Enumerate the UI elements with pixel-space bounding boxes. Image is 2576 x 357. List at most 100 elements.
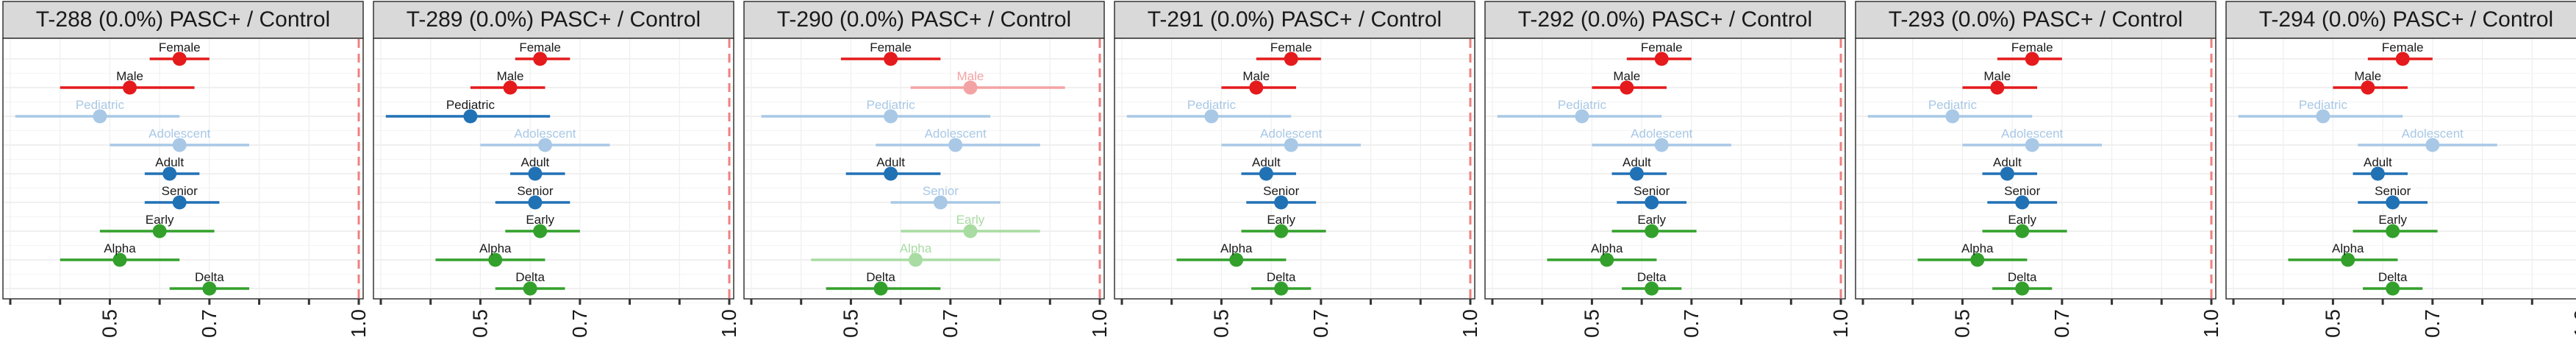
row-label: Senior xyxy=(517,184,553,198)
x-tick-label: 1.0 xyxy=(1088,309,1111,338)
estimate-point xyxy=(2395,52,2410,66)
row-label: Adolescent xyxy=(2402,127,2464,141)
row-label: Delta xyxy=(2008,270,2037,284)
row-label: Senior xyxy=(923,184,959,198)
row-label: Senior xyxy=(1634,184,1670,198)
row-label: Adult xyxy=(521,155,550,169)
row-label: Senior xyxy=(1263,184,1299,198)
x-tick-label: 0.5 xyxy=(98,309,121,338)
x-tick-label: 0.5 xyxy=(1580,309,1603,338)
row-label: Adult xyxy=(876,155,905,169)
panel-title: T-293 (0.0%) PASC+ / Control xyxy=(1889,7,2183,32)
row-label: Male xyxy=(1242,69,1270,83)
estimate-point xyxy=(884,166,898,181)
x-tick-label: 0.7 xyxy=(2050,309,2073,338)
estimate-point xyxy=(2316,109,2330,124)
estimate-point xyxy=(533,52,548,66)
row-label: Pediatric xyxy=(76,98,125,112)
panel-title: T-289 (0.0%) PASC+ / Control xyxy=(407,7,701,32)
estimate-point xyxy=(884,109,898,124)
estimate-point xyxy=(488,252,503,267)
estimate-point xyxy=(2386,224,2400,238)
estimate-point xyxy=(873,281,888,296)
plot-area xyxy=(373,38,734,300)
estimate-point xyxy=(1284,52,1298,66)
row-label: Adolescent xyxy=(925,127,987,141)
estimate-point xyxy=(1600,252,1614,267)
row-label: Alpha xyxy=(2332,241,2364,255)
estimate-point xyxy=(1259,166,1273,181)
x-tick-label: 0.5 xyxy=(468,309,491,338)
row-label: Female xyxy=(870,40,912,54)
row-label: Male xyxy=(2354,69,2381,83)
row-label: Adolescent xyxy=(1260,127,1322,141)
row-label: Adult xyxy=(1252,155,1281,169)
row-label: Delta xyxy=(515,270,545,284)
row-label: Early xyxy=(956,213,985,227)
panel-strip xyxy=(373,1,734,39)
estimate-point xyxy=(93,109,107,124)
plot-area xyxy=(1484,38,1846,300)
row-label: Pediatric xyxy=(867,98,916,112)
row-label: Senior xyxy=(2004,184,2040,198)
estimate-point xyxy=(2425,138,2440,152)
row-label: Female xyxy=(1641,40,1683,54)
plot-area xyxy=(2,38,364,300)
estimate-point xyxy=(1970,252,1985,267)
estimate-point xyxy=(123,80,137,95)
row-label: Senior xyxy=(2375,184,2411,198)
estimate-point xyxy=(172,52,187,66)
x-tick-label: 0.5 xyxy=(1209,309,1232,338)
panel-7: T-294 (0.0%) PASC+ / Control Female Male Pe… xyxy=(2225,1,2576,338)
estimate-point xyxy=(933,195,948,210)
row-label: Adult xyxy=(2364,155,2392,169)
estimate-point xyxy=(1274,195,1289,210)
x-tick-label: 0.7 xyxy=(1680,309,1703,338)
x-tick-label: 1.0 xyxy=(718,309,740,338)
row-label: Early xyxy=(2378,213,2407,227)
estimate-point xyxy=(1645,281,1659,296)
estimate-point xyxy=(2015,224,2030,238)
panel-3: T-290 (0.0%) PASC+ / Control Female Male Pe… xyxy=(743,1,1111,338)
row-label: Male xyxy=(497,69,524,83)
estimate-point xyxy=(503,80,518,95)
row-label: Alpha xyxy=(900,241,932,255)
x-tick-label: 0.7 xyxy=(198,309,221,338)
panel-6: T-293 (0.0%) PASC+ / Control Female Male Pe… xyxy=(1855,1,2222,338)
estimate-point xyxy=(152,224,167,238)
row-label: Female xyxy=(519,40,561,54)
estimate-point xyxy=(528,195,543,210)
row-label: Pediatric xyxy=(1928,98,1978,112)
estimate-point xyxy=(2015,195,2030,210)
estimate-point xyxy=(1274,224,1289,238)
estimate-point xyxy=(2000,166,2014,181)
row-label: Early xyxy=(526,213,554,227)
row-label: Female xyxy=(2011,40,2053,54)
row-label: Pediatric xyxy=(446,98,495,112)
row-label: Adult xyxy=(1622,155,1651,169)
estimate-point xyxy=(1274,281,1289,296)
panel-4: T-291 (0.0%) PASC+ / Control Female Male Pe… xyxy=(1114,1,1481,338)
row-label: Delta xyxy=(866,270,895,284)
estimate-point xyxy=(963,80,978,95)
estimate-point xyxy=(533,224,548,238)
row-label: Early xyxy=(146,213,174,227)
estimate-point xyxy=(162,166,177,181)
row-label: Delta xyxy=(1637,270,1667,284)
x-tick-label: 1.0 xyxy=(2570,309,2576,338)
row-label: Male xyxy=(1983,69,2011,83)
estimate-point xyxy=(2341,252,2355,267)
x-tick-label: 0.5 xyxy=(2321,309,2344,338)
row-label: Pediatric xyxy=(1187,98,1237,112)
estimate-point xyxy=(2025,138,2039,152)
estimate-point xyxy=(528,166,543,181)
plot-area xyxy=(1114,38,1475,300)
estimate-point xyxy=(948,138,963,152)
estimate-point xyxy=(537,138,552,152)
row-label: Alpha xyxy=(479,241,512,255)
estimate-point xyxy=(2386,195,2400,210)
row-label: Alpha xyxy=(1220,241,1253,255)
row-label: Male xyxy=(957,69,984,83)
